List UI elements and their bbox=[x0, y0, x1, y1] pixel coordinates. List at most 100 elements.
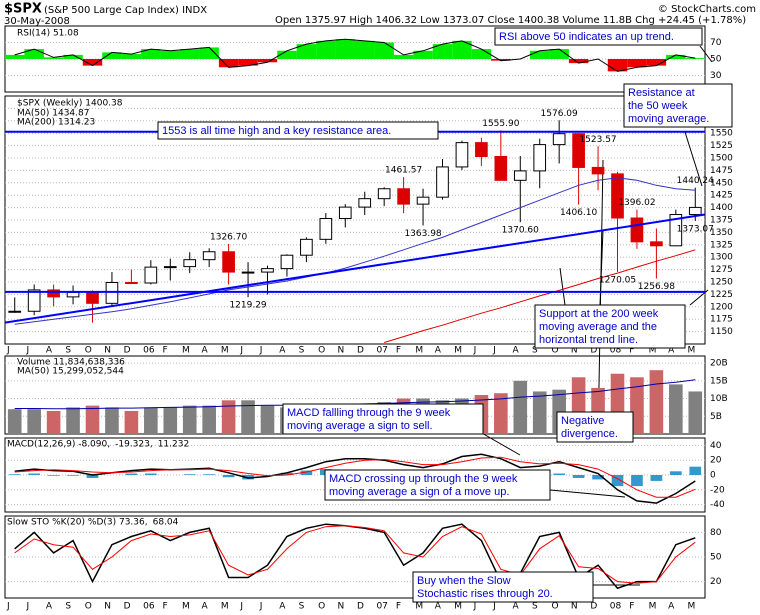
legend-entry: $SPX (Weekly) 1400.38 bbox=[17, 99, 123, 109]
annotation-text: Support at the 200 week bbox=[539, 308, 659, 320]
x-tick-label: M bbox=[221, 346, 229, 356]
x-tick-label: D bbox=[124, 346, 131, 356]
macd-line bbox=[14, 456, 696, 498]
y-tick-label: 1325 bbox=[710, 240, 733, 250]
candle-body bbox=[669, 214, 683, 247]
rsi-area bbox=[549, 49, 569, 59]
candle-body bbox=[222, 251, 235, 273]
x-tick-label: J bbox=[492, 346, 496, 356]
y-tick-label: 1500 bbox=[710, 154, 733, 164]
candle-body bbox=[27, 289, 41, 312]
x-tick-label: J bbox=[6, 602, 10, 612]
x-tick-label: D bbox=[124, 602, 131, 612]
rsi-area bbox=[432, 44, 453, 59]
annotation-text: moving average. bbox=[628, 113, 709, 125]
x-tick-label: D bbox=[357, 346, 364, 356]
x-tick-label: S bbox=[299, 602, 305, 612]
x-tick-label: N bbox=[104, 602, 111, 612]
candle-body bbox=[572, 133, 585, 168]
rsi-area bbox=[24, 49, 44, 59]
legend-entry: 68.04 bbox=[153, 518, 179, 528]
macd-histogram bbox=[222, 475, 235, 478]
x-tick-label: 08 bbox=[610, 346, 622, 356]
legend-entry: RSI(14) 51.08 bbox=[17, 29, 79, 39]
candle-body bbox=[125, 281, 138, 284]
candle-body bbox=[338, 206, 352, 220]
volume-bar bbox=[105, 407, 119, 434]
candle-body bbox=[86, 291, 99, 304]
rsi-area bbox=[121, 54, 142, 59]
volume-bar bbox=[688, 391, 703, 434]
y-tick-label: 1525 bbox=[710, 141, 733, 151]
rsi-area bbox=[160, 50, 180, 59]
rsi-area bbox=[257, 59, 278, 63]
x-tick-label: 06 bbox=[143, 346, 155, 356]
rsi-area bbox=[530, 50, 550, 59]
candle-body bbox=[358, 198, 372, 208]
rsi-area bbox=[413, 50, 433, 59]
volume-bar bbox=[66, 407, 80, 434]
macd-histogram bbox=[300, 470, 313, 475]
candle-body bbox=[650, 241, 663, 247]
y-tick-label: 1150 bbox=[710, 327, 733, 337]
volume-bar bbox=[532, 391, 547, 434]
macd-histogram bbox=[631, 475, 643, 487]
x-tick-label: A bbox=[201, 602, 208, 612]
x-tick-label: J bbox=[473, 346, 477, 356]
y-tick-label: 1550 bbox=[710, 129, 733, 139]
y-tick-label: 1275 bbox=[710, 265, 733, 275]
rsi-area bbox=[335, 39, 355, 59]
rsi-area bbox=[374, 42, 394, 59]
macd-histogram bbox=[28, 473, 40, 475]
x-tick-label: M bbox=[221, 602, 229, 612]
rsi-area bbox=[646, 59, 667, 66]
x-tick-label: J bbox=[25, 346, 29, 356]
x-tick-label: J bbox=[473, 602, 477, 612]
volume-bar bbox=[630, 377, 644, 434]
y-tick-label: -20 bbox=[710, 485, 725, 495]
price-label: 1270.05 bbox=[599, 276, 636, 286]
x-tick-label: J bbox=[6, 346, 10, 356]
rsi-area bbox=[452, 40, 472, 59]
candle-body bbox=[300, 238, 313, 256]
candle-body bbox=[377, 188, 391, 200]
y-tick-label: 20 bbox=[710, 577, 722, 587]
credit: © StockCharts.com bbox=[658, 4, 756, 15]
x-tick-label: A bbox=[668, 346, 675, 356]
price-label: 1373.07 bbox=[677, 224, 714, 234]
x-tick-label: A bbox=[279, 346, 286, 356]
x-tick-label: F bbox=[163, 346, 168, 356]
x-tick-label: A bbox=[46, 602, 53, 612]
arrow bbox=[684, 131, 703, 187]
volume-bar bbox=[260, 405, 275, 434]
y-tick-label: 1175 bbox=[710, 315, 733, 325]
legend-entry: MA(50) 1434.87 bbox=[17, 109, 89, 119]
macd-histogram bbox=[611, 475, 624, 487]
x-tick-label: F bbox=[629, 602, 634, 612]
macd-histogram bbox=[67, 475, 79, 476]
macd-histogram bbox=[592, 475, 604, 480]
annotation-text: moving average a sign of a move up. bbox=[329, 486, 509, 498]
volume-bar bbox=[513, 380, 528, 434]
x-tick-label: S bbox=[65, 602, 71, 612]
chart-subtitle: (S&P 500 Large Cap Index) INDX bbox=[44, 5, 207, 16]
y-tick-label: 10B bbox=[710, 394, 728, 404]
annotation-text: the 50 week bbox=[628, 100, 688, 112]
x-tick-label: M bbox=[454, 602, 462, 612]
rsi-area bbox=[568, 59, 589, 64]
arrow bbox=[699, 45, 713, 63]
macd-histogram bbox=[145, 473, 157, 475]
x-tick-label: 08 bbox=[610, 602, 622, 612]
candle-body bbox=[144, 266, 158, 284]
y-tick-label: -40 bbox=[710, 500, 725, 510]
y-tick-label: 40 bbox=[710, 441, 722, 451]
x-tick-label: D bbox=[357, 602, 364, 612]
candle-body bbox=[202, 251, 216, 261]
rsi-area bbox=[685, 58, 705, 59]
volume-bar bbox=[202, 405, 216, 434]
legend-entry: MACD(12,26,9) -8.090, bbox=[7, 440, 110, 450]
legend-entry: 11.232 bbox=[158, 440, 190, 450]
rsi-area bbox=[43, 57, 64, 59]
